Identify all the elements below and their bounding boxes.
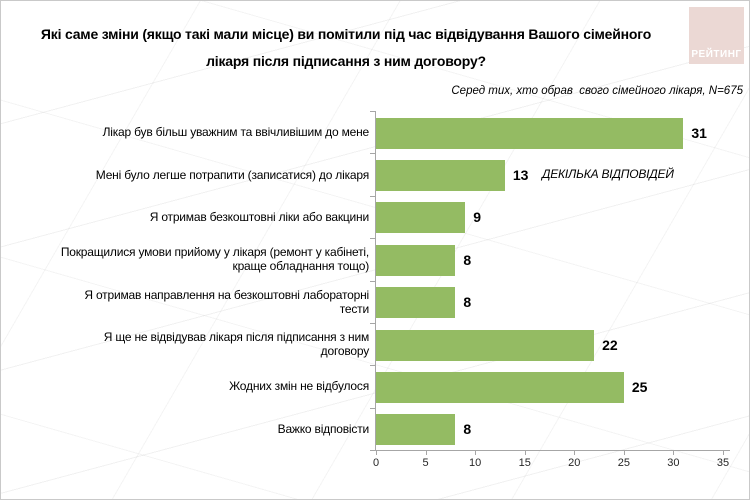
- y-tick: [370, 238, 376, 239]
- x-tick: [623, 451, 625, 455]
- y-tick: [370, 111, 376, 112]
- bar: [376, 414, 456, 446]
- bar: [376, 160, 505, 192]
- x-axis-line: [372, 450, 730, 451]
- category-label: Я отримав безкоштовні ліки або вакцини: [149, 209, 369, 224]
- x-tick-label: 25: [617, 457, 630, 469]
- y-tick: [370, 196, 376, 197]
- rating-logo: РЕЙТИНГ: [689, 7, 744, 64]
- y-tick: [370, 281, 376, 282]
- y-tick: [370, 365, 376, 366]
- category-label: Лікар був більш уважним та ввічливішим д…: [102, 125, 370, 140]
- bar-chart: Лікар був більш уважним та ввічливішим д…: [1, 111, 750, 486]
- value-label: 8: [463, 251, 472, 268]
- x-tick: [723, 451, 724, 455]
- value-label: 31: [691, 124, 707, 141]
- value-label: 22: [602, 336, 618, 353]
- bar: [376, 244, 456, 276]
- x-tick: [673, 451, 675, 455]
- y-tick: [370, 408, 376, 409]
- x-tick-label: 15: [518, 457, 531, 469]
- value-label: 9: [473, 209, 482, 226]
- x-tick-label: 30: [667, 457, 680, 469]
- category-label: Я ще не відвідував лікаря після підписан…: [103, 330, 369, 359]
- chart-subtitle: Серед тих, хто обрав свого сімейного лік…: [451, 85, 743, 97]
- category-label: Важко відповісти: [277, 421, 370, 436]
- bar: [376, 329, 595, 361]
- x-tick-label: 20: [568, 457, 581, 469]
- x-tick-label: 5: [422, 457, 429, 469]
- rating-logo-text: РЕЙТИНГ: [691, 49, 742, 60]
- y-tick: [370, 153, 376, 154]
- bar: [376, 287, 456, 319]
- y-tick: [370, 450, 376, 451]
- bar: [376, 202, 466, 234]
- x-tick: [425, 451, 427, 455]
- value-label: 13: [512, 167, 529, 184]
- value-label: 8: [463, 421, 472, 438]
- y-tick: [370, 323, 376, 324]
- chart-title: Які саме зміни (якщо такі мали місце) ви…: [40, 26, 652, 69]
- x-tick: [475, 451, 477, 455]
- x-tick-label: 35: [716, 457, 730, 469]
- value-label: 8: [463, 294, 472, 311]
- y-axis-line: [375, 111, 376, 450]
- x-tick: [524, 451, 526, 455]
- bar: [376, 371, 624, 403]
- category-label: Покращилися умови прийому у лікаря (ремо…: [60, 245, 369, 274]
- x-tick: [574, 451, 576, 455]
- multiple-answers-note: ДЕКІЛЬКА ВІДПОВІДЕЙ: [542, 167, 674, 181]
- category-label: Жодних змін не відбулося: [229, 379, 369, 394]
- x-tick: [376, 451, 377, 455]
- value-label: 25: [631, 378, 648, 395]
- x-tick-label: 0: [372, 457, 380, 469]
- bar: [376, 117, 684, 149]
- x-tick-label: 10: [469, 457, 482, 469]
- category-label: Я отримав направлення на безкоштовні лаб…: [84, 287, 369, 316]
- category-label: Мені було легше потрапити (записатися) д…: [95, 167, 369, 182]
